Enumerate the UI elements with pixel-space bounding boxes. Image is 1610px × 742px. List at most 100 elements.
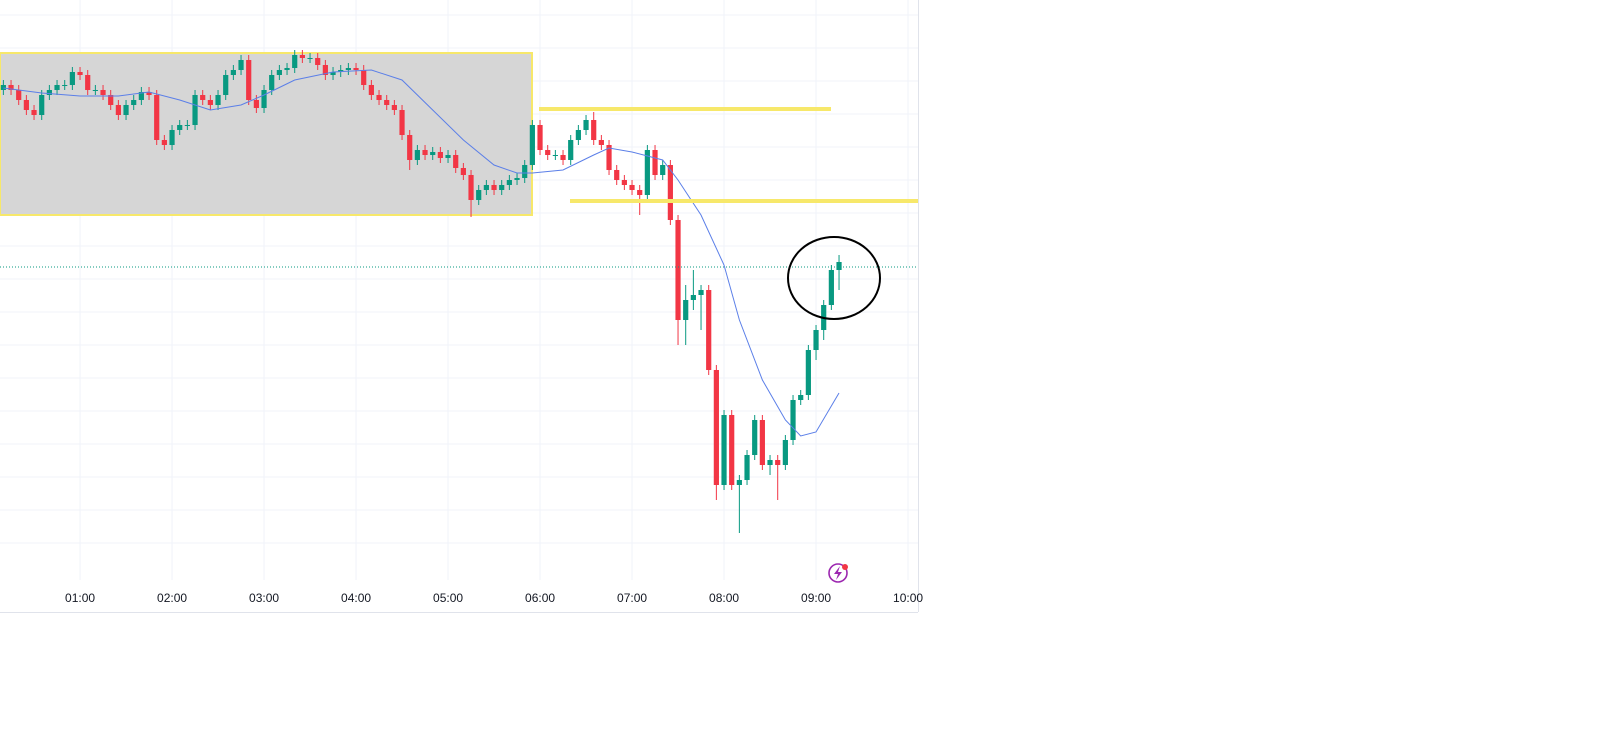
candle-body bbox=[828, 270, 834, 305]
candle-body bbox=[729, 415, 735, 485]
candle-body bbox=[100, 90, 106, 95]
candle-body bbox=[621, 180, 627, 185]
candle-body bbox=[299, 55, 305, 58]
candle-body bbox=[192, 95, 198, 125]
candle-body bbox=[652, 150, 658, 175]
candle-body bbox=[422, 150, 428, 155]
candle-body bbox=[330, 72, 336, 75]
candle-body bbox=[39, 95, 45, 115]
candle-body bbox=[813, 330, 819, 350]
candle-body bbox=[767, 460, 773, 465]
x-tick-label: 01:00 bbox=[65, 591, 95, 605]
candle-body bbox=[736, 480, 742, 485]
candle-body bbox=[759, 420, 765, 465]
candle-body bbox=[123, 105, 129, 115]
candle-body bbox=[529, 125, 535, 165]
candle-body bbox=[644, 150, 650, 195]
candle-body bbox=[207, 100, 213, 105]
candle-body bbox=[115, 105, 121, 115]
candle-body bbox=[721, 415, 727, 485]
candle-body bbox=[108, 95, 114, 105]
x-tick-label: 10:00 bbox=[893, 591, 923, 605]
candle-body bbox=[85, 75, 91, 90]
candle-body bbox=[506, 180, 512, 185]
candle-body bbox=[468, 175, 474, 200]
candle-body bbox=[230, 70, 236, 75]
candle-body bbox=[345, 68, 351, 70]
candle-body bbox=[614, 170, 620, 180]
candle-body bbox=[537, 125, 543, 150]
candle-body bbox=[292, 55, 298, 68]
candle-body bbox=[568, 140, 574, 160]
candle-body bbox=[276, 70, 282, 75]
candle-body bbox=[177, 125, 183, 130]
x-tick-label: 08:00 bbox=[709, 591, 739, 605]
moving-average bbox=[3, 69, 840, 437]
alert-icon[interactable] bbox=[828, 563, 848, 583]
candle-body bbox=[200, 95, 206, 100]
highlight-circle bbox=[787, 236, 881, 320]
candle-body bbox=[77, 72, 83, 75]
candle-body bbox=[713, 370, 719, 485]
candle-body bbox=[798, 395, 804, 400]
candle-body bbox=[437, 152, 443, 158]
candle-body bbox=[315, 58, 321, 65]
candle-body bbox=[744, 455, 750, 480]
candle-body bbox=[836, 262, 842, 270]
candle-body bbox=[238, 60, 244, 70]
x-tick-label: 09:00 bbox=[801, 591, 831, 605]
candle-body bbox=[675, 220, 681, 320]
candle-body bbox=[399, 110, 405, 135]
candle-body bbox=[790, 400, 796, 440]
candle-body bbox=[246, 60, 252, 100]
candle-body bbox=[598, 140, 604, 145]
candle-body bbox=[269, 75, 275, 90]
candle-body bbox=[690, 295, 696, 300]
candle-body bbox=[184, 125, 190, 126]
candle-body bbox=[430, 152, 436, 155]
candle-body bbox=[453, 155, 459, 168]
candle-body bbox=[514, 178, 520, 180]
candle-body bbox=[782, 440, 788, 465]
candle-body bbox=[62, 85, 68, 86]
candle-body bbox=[545, 150, 551, 155]
candle-body bbox=[637, 190, 643, 195]
candle-body bbox=[154, 95, 160, 140]
x-tick-label: 07:00 bbox=[617, 591, 647, 605]
candle-body bbox=[491, 185, 497, 190]
candle-body bbox=[131, 100, 137, 105]
candle-body bbox=[805, 350, 811, 395]
candle-body bbox=[591, 120, 597, 140]
candle-body bbox=[660, 165, 666, 175]
candle-body bbox=[706, 290, 712, 370]
x-tick-label: 02:00 bbox=[157, 591, 187, 605]
candle-body bbox=[775, 460, 781, 465]
candle-body bbox=[0, 85, 6, 90]
candle-body bbox=[215, 95, 221, 105]
candle-body bbox=[169, 130, 175, 145]
candle-body bbox=[161, 140, 167, 145]
candle-body bbox=[629, 185, 635, 190]
x-tick-label: 05:00 bbox=[433, 591, 463, 605]
candle-body bbox=[476, 190, 482, 200]
candle-body bbox=[683, 300, 689, 320]
candle-body bbox=[575, 130, 581, 140]
candle-body bbox=[368, 85, 374, 95]
candle-body bbox=[667, 165, 673, 220]
candle-body bbox=[361, 70, 367, 85]
candle-body bbox=[445, 155, 451, 158]
x-tick-label: 06:00 bbox=[525, 591, 555, 605]
candle-body bbox=[698, 290, 704, 295]
candle-body bbox=[23, 100, 29, 110]
candle-body bbox=[583, 120, 589, 130]
candle-body bbox=[376, 95, 382, 100]
candle-body bbox=[16, 90, 22, 100]
candle-body bbox=[322, 65, 328, 75]
candle-body bbox=[223, 75, 229, 95]
candle-body bbox=[46, 90, 52, 95]
candle-body bbox=[407, 135, 413, 160]
candle-body bbox=[560, 155, 566, 160]
x-tick-label: 03:00 bbox=[249, 591, 279, 605]
